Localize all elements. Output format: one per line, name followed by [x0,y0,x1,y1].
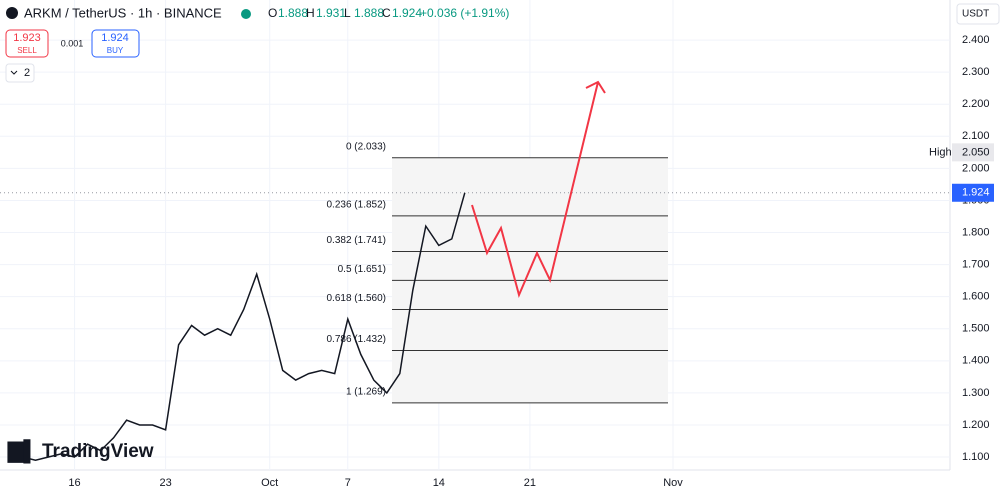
fib-label: 0.618 (1.560) [327,293,387,304]
currency-button[interactable] [956,3,1000,25]
y-tick-label: 1.200 [962,419,990,431]
ohlc-value: 1.931 [316,6,346,20]
x-tick-label: 16 [68,477,80,489]
price-line [9,192,466,461]
fib-label: 0.382 (1.741) [327,235,387,246]
ohlc-value: 1.924 [392,6,422,20]
x-tick-label: 7 [345,477,351,489]
y-tick-label: 1.700 [962,259,990,271]
ohlc-value: 1.888 [354,6,384,20]
high-tag [952,143,994,162]
high-label: 2.050 [962,146,990,158]
y-tick-label: 2.100 [962,130,990,142]
indicators-count: 2 [24,67,30,79]
indicators-toggle[interactable] [5,63,35,83]
spread: 0.001 [61,38,84,48]
projection-arrowhead [585,80,606,94]
ohlc-key: O [268,6,277,20]
currency: USDT [962,9,989,20]
fib-label: 0.786 (1.432) [327,334,387,345]
ohlc-value: 1.888 [278,6,308,20]
ohlc-key: L [344,6,351,20]
y-tick-label: 2.000 [962,162,990,174]
y-tick-label: 1.800 [962,226,990,238]
chevron [10,70,18,75]
buy-button[interactable] [91,29,140,58]
y-tick-label: 2.200 [962,98,990,110]
y-tick-label: 2.400 [962,34,990,46]
sell-price: 1.923 [13,32,41,44]
x-tick-label: 14 [433,477,445,489]
status-dot [241,9,251,19]
y-tick-label: 1.100 [962,451,990,463]
fib-label: 0.5 (1.651) [338,264,386,275]
fib-label: 0.236 (1.852) [327,199,387,210]
brand: TradingView [42,441,154,462]
x-tick-label: Nov [663,477,683,489]
last-price-tag [952,183,994,202]
y-tick-label: 1.600 [962,291,990,303]
buy-label: BUY [107,46,124,55]
projection-path [471,81,599,299]
x-tick-label: 21 [524,477,536,489]
ohlc-key: C [382,6,391,20]
x-tick-label: Oct [261,477,278,489]
fib-label: 0 (2.033) [346,141,386,152]
buy-price: 1.924 [101,32,129,44]
fib-label: 1 (1.269) [346,386,386,397]
last-price-label: 1.924 [962,187,990,199]
y-tick-label: 1.400 [962,355,990,367]
y-tick-label: 1.300 [962,387,990,399]
brand-logo: ▇▌ [7,438,38,464]
y-tick-label: 2.300 [962,66,990,78]
symbol: ARKM / TetherUS · 1h · BINANCE [24,5,222,20]
y-tick-label: 1.500 [962,323,990,335]
high-name: High [929,146,952,158]
x-tick-label: 23 [159,477,171,489]
sell-button[interactable] [5,29,49,58]
sell-label: SELL [17,46,37,55]
symbol-icon [6,7,18,19]
ohlc-key: H [306,6,315,20]
change: +0.036 (+1.91%) [420,6,509,20]
